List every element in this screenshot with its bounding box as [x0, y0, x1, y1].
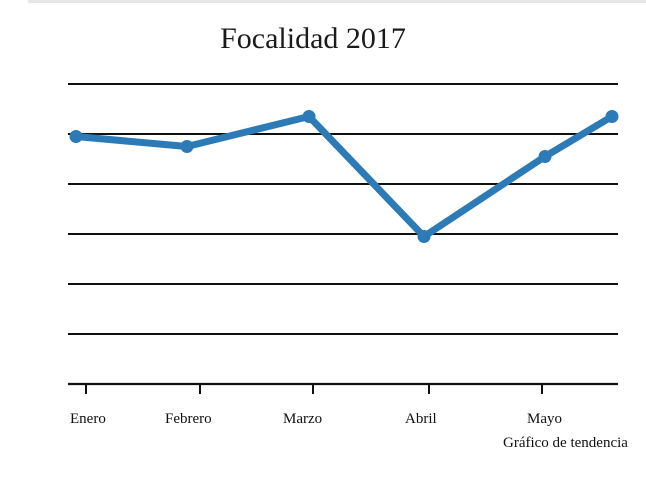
- x-tick-label: Enero: [70, 411, 106, 427]
- series-polyline: [72, 113, 616, 240]
- data-point: [180, 140, 194, 153]
- x-ticks: [85, 384, 543, 394]
- top-rule: [28, 0, 646, 3]
- x-tick-labels: Enero Febrero Marzo Abril Mayo Gráfico de ten…: [70, 411, 628, 451]
- x-tick-label: Mayo: [527, 411, 562, 427]
- x-tick-label: Abril: [405, 411, 437, 427]
- chart-title: Focalidad 2017: [220, 22, 406, 55]
- data-point: [69, 130, 83, 143]
- x-tick-label: Marzo: [283, 411, 322, 427]
- data-point: [538, 150, 552, 163]
- data-point: [605, 110, 619, 123]
- chart-caption: Gráfico de tendencia: [503, 435, 628, 451]
- gridlines: [68, 83, 618, 386]
- x-tick-label: Febrero: [165, 411, 212, 427]
- data-point: [417, 230, 431, 243]
- data-point: [302, 110, 316, 123]
- series-line: [69, 110, 619, 243]
